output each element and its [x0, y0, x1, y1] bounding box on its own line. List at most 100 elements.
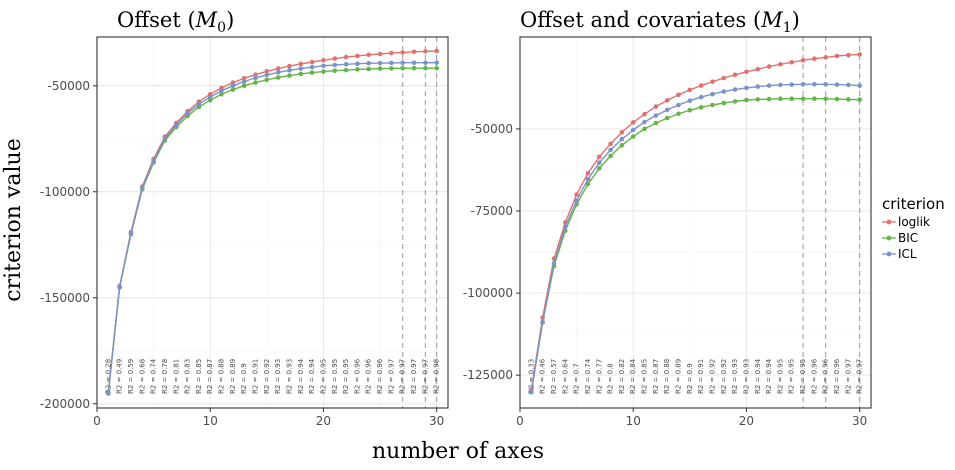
data-point-loglik — [834, 53, 840, 59]
data-point-icl — [619, 136, 625, 142]
data-point-bic — [275, 75, 281, 80]
data-point-bic — [219, 91, 224, 97]
panel-offset-m0: Offset (M0) R2 = 0.28 R2 = 0.49 R2 = 0.59 R… — [40, 8, 449, 428]
data-point-icl — [642, 119, 647, 125]
data-point-icl — [800, 82, 806, 87]
r2-label: R2 = 0.96 — [833, 358, 841, 394]
data-point-icl — [434, 60, 440, 65]
data-point-icl — [608, 147, 613, 153]
data-point-bic — [321, 69, 326, 74]
data-point-bic — [732, 99, 738, 104]
data-point-icl — [309, 64, 315, 70]
data-point-icl — [287, 68, 292, 73]
r2-label: R2 = 0.88 — [663, 359, 671, 394]
r2-label: R2 = 0.97 — [856, 359, 864, 394]
data-point-bic — [846, 97, 851, 102]
data-point-bic — [309, 70, 315, 75]
data-point-bic — [608, 153, 613, 159]
data-point-bic — [377, 66, 383, 71]
r2-label: R2 = 0.85 — [641, 359, 649, 394]
data-point-icl — [355, 61, 360, 66]
data-point-bic — [332, 68, 338, 73]
y-tick-label: -100000 — [463, 286, 513, 300]
data-point-loglik — [642, 111, 647, 117]
legend: criterion loglik BIC ICL — [882, 195, 945, 261]
data-point-loglik — [653, 104, 659, 109]
data-point-icl — [766, 83, 772, 88]
r2-label: R2 = 0.85 — [195, 359, 203, 394]
data-point-icl — [857, 83, 862, 88]
data-point-loglik — [423, 49, 428, 54]
data-point-bic — [766, 96, 772, 102]
data-point-bic — [241, 83, 247, 89]
data-point-bic — [411, 65, 417, 71]
data-point-icl — [332, 62, 338, 68]
r2-label: R2 = 0.74 — [150, 358, 158, 394]
r2-label: R2 = 0.82 — [618, 359, 626, 394]
data-point-icl — [241, 79, 247, 84]
r2-label: R2 = 0.59 — [127, 359, 135, 394]
data-point-bic — [207, 97, 213, 103]
data-point-loglik — [332, 56, 338, 61]
panel-border — [96, 36, 449, 409]
data-point-loglik — [574, 192, 579, 197]
r2-label: R2 = 0.7 — [573, 363, 581, 394]
r2-label: R2 = 0.93 — [285, 359, 293, 394]
data-point-bic — [744, 97, 749, 103]
panel-title: Offset and covariates (M1) — [520, 8, 800, 36]
r2-label: R2 = 0.95 — [319, 359, 327, 394]
data-point-loglik — [823, 55, 828, 60]
x-tick-label: 30 — [429, 414, 444, 428]
data-point-icl — [630, 127, 636, 133]
data-point-bic — [343, 67, 349, 73]
data-point-icl — [366, 61, 372, 66]
panel-offset-covariates-m1: Offset and covariates (M1) R2 = 0.33 R2 =… — [463, 8, 872, 428]
r2-label: R2 = 0.95 — [788, 359, 796, 394]
legend-label-icl: ICL — [898, 247, 917, 261]
legend-key-icl-point — [886, 251, 892, 257]
r2-label: R2 = 0.93 — [742, 359, 750, 394]
r2-label: R2 = 0.95 — [799, 359, 807, 394]
r2-label: R2 = 0.92 — [720, 359, 728, 394]
data-point-icl — [687, 98, 693, 103]
data-point-bic — [287, 73, 292, 78]
data-point-bic — [834, 96, 840, 102]
data-point-bic — [389, 66, 394, 71]
data-point-icl — [563, 224, 568, 230]
r2-label: R2 = 0.94 — [765, 358, 773, 394]
legend-item-bic: BIC — [882, 231, 918, 245]
r2-label: R2 = 0.46 — [539, 358, 547, 394]
data-point-bic — [253, 80, 258, 85]
data-point-loglik — [377, 51, 383, 57]
data-point-loglik — [253, 72, 258, 77]
x-tick-label: 10 — [626, 414, 641, 428]
data-point-icl — [400, 60, 406, 65]
data-point-icl — [778, 82, 783, 88]
r2-label: R2 = 0.68 — [138, 359, 146, 394]
x-tick-label: 0 — [93, 414, 101, 428]
data-point-icl — [540, 319, 545, 325]
data-point-bic — [710, 102, 715, 108]
r2-label: R2 = 0.57 — [550, 359, 558, 394]
data-point-icl — [275, 70, 281, 75]
data-point-icl — [664, 107, 670, 113]
data-point-icl — [174, 122, 179, 128]
data-point-icl — [597, 160, 602, 165]
data-point-icl — [106, 391, 111, 396]
r2-label: R2 = 0.96 — [822, 358, 830, 394]
r2-label: R2 = 0.94 — [308, 358, 316, 394]
r2-label: R2 = 0.77 — [595, 359, 603, 394]
data-point-loglik — [230, 80, 236, 85]
legend-key-loglik-point — [886, 219, 892, 225]
data-point-bic — [366, 66, 372, 72]
legend-item-loglik: loglik — [882, 215, 930, 229]
data-point-loglik — [275, 66, 281, 71]
data-point-bic — [264, 77, 270, 83]
r2-label: R2 = 0.96 — [376, 358, 384, 394]
y-tick-label: -125000 — [463, 368, 513, 382]
data-point-loglik — [857, 52, 862, 57]
data-point-icl — [343, 62, 349, 67]
r2-label: R2 = 0.87 — [206, 359, 214, 394]
legend-key-bic-point — [886, 235, 892, 241]
